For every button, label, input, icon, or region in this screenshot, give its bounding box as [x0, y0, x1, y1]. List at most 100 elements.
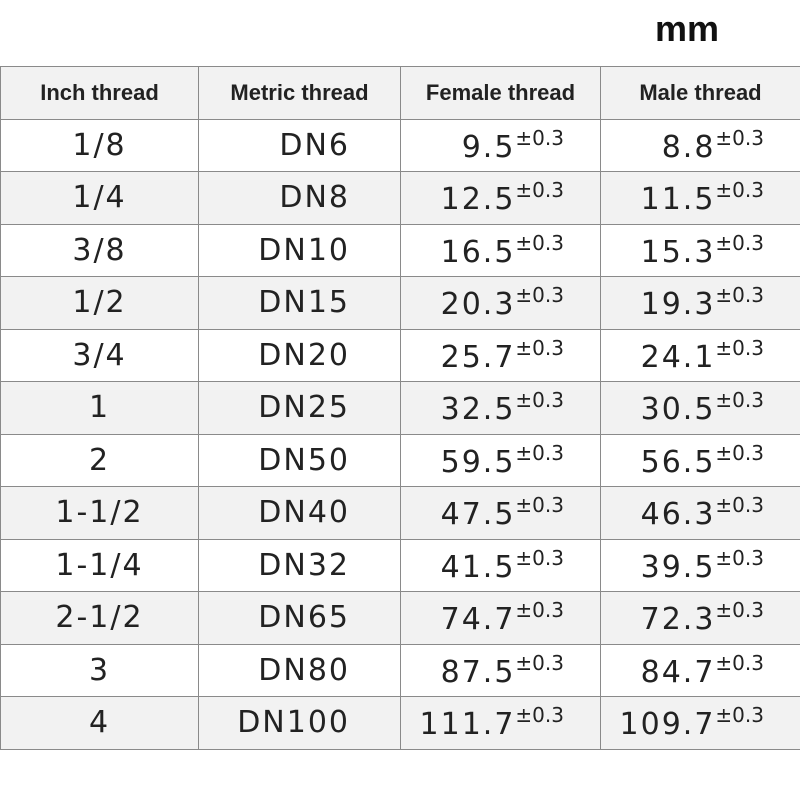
male-cell: 11.5±0.3 — [600, 171, 800, 225]
inch-cell: 1/2 — [0, 276, 199, 330]
male-tolerance: ±0.3 — [715, 598, 764, 623]
metric-cell: DN50 — [198, 433, 401, 487]
male-tolerance: ±0.3 — [715, 493, 764, 518]
table-row: 4 DN100 111.7±0.3 109.7±0.3 — [0, 696, 800, 750]
male-value: 56.5 — [640, 444, 716, 480]
female-value: 59.5 — [440, 444, 516, 480]
table-row: 1/4 DN8 12.5±0.3 11.5±0.3 — [0, 171, 800, 225]
male-cell: 56.5±0.3 — [600, 433, 800, 487]
male-cell: 46.3±0.3 — [600, 486, 800, 540]
male-value: 11.5 — [640, 182, 716, 218]
female-cell: 20.3±0.3 — [400, 276, 601, 330]
female-tolerance: ±0.3 — [515, 703, 564, 728]
female-tolerance: ±0.3 — [515, 230, 564, 255]
male-value: 8.8 — [661, 129, 716, 165]
female-cell: 74.7±0.3 — [400, 591, 601, 645]
header-cell: Inch thread — [0, 66, 199, 120]
female-value: 41.5 — [440, 549, 516, 585]
female-tolerance: ±0.3 — [515, 493, 564, 518]
metric-cell: DN65 — [198, 591, 401, 645]
male-cell: 109.7±0.3 — [600, 696, 800, 750]
inch-cell: 3 — [0, 643, 199, 697]
female-value: 87.5 — [440, 654, 516, 690]
inch-cell: 2 — [0, 433, 199, 487]
male-tolerance: ±0.3 — [715, 178, 764, 203]
inch-cell: 1-1/4 — [0, 538, 199, 592]
female-cell: 9.5±0.3 — [400, 118, 601, 172]
male-tolerance: ±0.3 — [715, 283, 764, 308]
metric-cell: DN8 — [198, 171, 401, 225]
female-value: 32.5 — [440, 392, 516, 428]
male-value: 39.5 — [640, 549, 716, 585]
male-cell: 30.5±0.3 — [600, 381, 800, 435]
table-row: 1-1/2 DN40 47.5±0.3 46.3±0.3 — [0, 486, 800, 540]
unit-label: mm — [655, 8, 720, 49]
female-tolerance: ±0.3 — [515, 598, 564, 623]
inch-cell: 1 — [0, 381, 199, 435]
metric-cell: DN80 — [198, 643, 401, 697]
female-cell: 16.5±0.3 — [400, 223, 601, 277]
male-tolerance: ±0.3 — [715, 335, 764, 360]
female-cell: 87.5±0.3 — [400, 643, 601, 697]
female-tolerance: ±0.3 — [515, 388, 564, 413]
male-value: 72.3 — [640, 602, 716, 638]
male-tolerance: ±0.3 — [715, 125, 764, 150]
female-value: 25.7 — [440, 339, 516, 375]
male-value: 19.3 — [640, 287, 716, 323]
female-tolerance: ±0.3 — [515, 283, 564, 308]
male-value: 109.7 — [619, 707, 716, 743]
female-cell: 111.7±0.3 — [400, 696, 601, 750]
female-tolerance: ±0.3 — [515, 650, 564, 675]
male-cell: 15.3±0.3 — [600, 223, 800, 277]
female-value: 111.7 — [419, 707, 516, 743]
male-value: 46.3 — [640, 497, 716, 533]
table-row: 1-1/4 DN32 41.5±0.3 39.5±0.3 — [0, 538, 800, 592]
female-value: 20.3 — [440, 287, 516, 323]
female-cell: 41.5±0.3 — [400, 538, 601, 592]
male-tolerance: ±0.3 — [715, 440, 764, 465]
table-row: 1/2 DN15 20.3±0.3 19.3±0.3 — [0, 276, 800, 330]
table-row: 3/4 DN20 25.7±0.3 24.1±0.3 — [0, 328, 800, 382]
female-tolerance: ±0.3 — [515, 125, 564, 150]
male-tolerance: ±0.3 — [715, 230, 764, 255]
male-cell: 24.1±0.3 — [600, 328, 800, 382]
table-row: 2 DN50 59.5±0.3 56.5±0.3 — [0, 433, 800, 487]
male-cell: 84.7±0.3 — [600, 643, 800, 697]
inch-cell: 4 — [0, 696, 199, 750]
female-cell: 25.7±0.3 — [400, 328, 601, 382]
male-tolerance: ±0.3 — [715, 545, 764, 570]
header-cell: Metric thread — [198, 66, 401, 120]
male-value: 15.3 — [640, 234, 716, 270]
female-value: 74.7 — [440, 602, 516, 638]
table-row: 2-1/2 DN65 74.7±0.3 72.3±0.3 — [0, 591, 800, 645]
inch-cell: 3/4 — [0, 328, 199, 382]
male-value: 30.5 — [640, 392, 716, 428]
male-cell: 8.8±0.3 — [600, 118, 800, 172]
header-cell: Female thread — [400, 66, 601, 120]
female-value: 47.5 — [440, 497, 516, 533]
metric-cell: DN25 — [198, 381, 401, 435]
thread-table: Inch thread Metric thread Female thread Mal… — [0, 66, 800, 750]
male-cell: 39.5±0.3 — [600, 538, 800, 592]
metric-cell: DN40 — [198, 486, 401, 540]
female-value: 12.5 — [440, 182, 516, 218]
female-value: 9.5 — [461, 129, 516, 165]
table-row: 3 DN80 87.5±0.3 84.7±0.3 — [0, 643, 800, 697]
inch-cell: 1-1/2 — [0, 486, 199, 540]
inch-cell: 1/8 — [0, 118, 199, 172]
female-tolerance: ±0.3 — [515, 440, 564, 465]
female-cell: 59.5±0.3 — [400, 433, 601, 487]
inch-cell: 1/4 — [0, 171, 199, 225]
female-tolerance: ±0.3 — [515, 545, 564, 570]
header-row: Inch thread Metric thread Female thread Mal… — [0, 66, 800, 120]
metric-cell: DN32 — [198, 538, 401, 592]
male-value: 24.1 — [640, 339, 716, 375]
male-tolerance: ±0.3 — [715, 703, 764, 728]
female-tolerance: ±0.3 — [515, 178, 564, 203]
header-cell: Male thread — [600, 66, 800, 120]
female-tolerance: ±0.3 — [515, 335, 564, 360]
male-value: 84.7 — [640, 654, 716, 690]
female-value: 16.5 — [440, 234, 516, 270]
female-cell: 47.5±0.3 — [400, 486, 601, 540]
